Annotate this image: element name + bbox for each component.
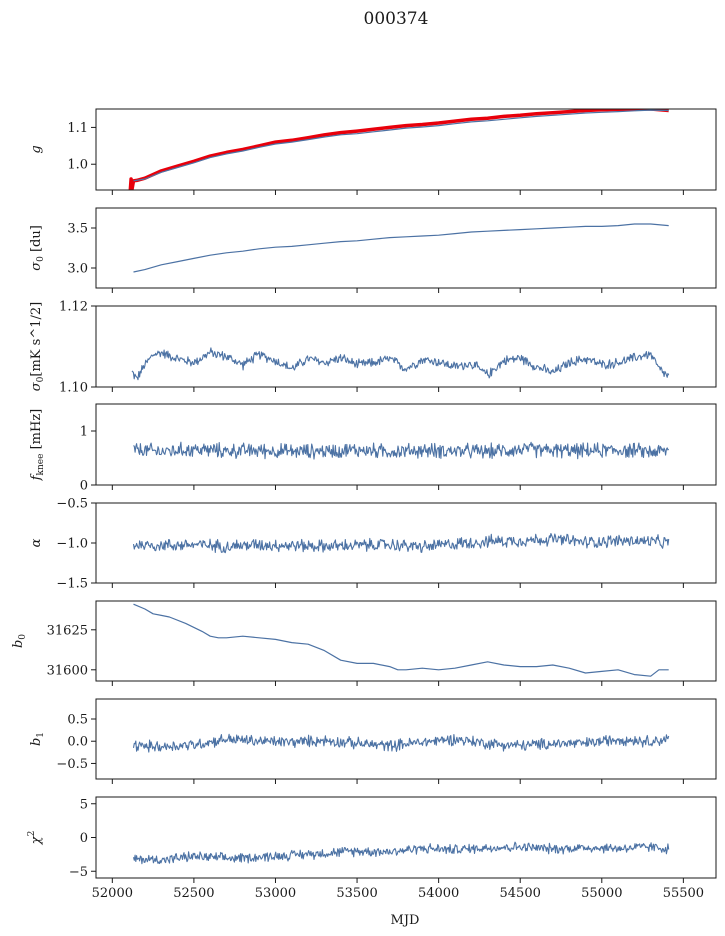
panel-5: −1.5 −1.0 −0.5 α [29, 497, 717, 592]
y-tick-label: 1.12 [59, 300, 88, 315]
x-tick-label: 53500 [336, 886, 377, 901]
y-tick-label: 0 [80, 831, 88, 846]
plot-frame [95, 207, 717, 289]
y-axis-label: fknee [mHz] [29, 409, 46, 482]
panel-5-series [132, 532, 670, 554]
y-tick-label: −0.5 [56, 497, 88, 512]
panel-6: 31600 31625 b0 [11, 600, 717, 686]
panel-6-series [133, 603, 669, 677]
x-tick-label: 55500 [663, 886, 704, 901]
panel-3-series [131, 347, 670, 381]
y-tick-label: 1.1 [67, 121, 88, 136]
y-tick-label: −1.5 [56, 577, 88, 592]
panel-1: 1.0 1.1 g [29, 108, 717, 195]
y-axis-label: χ2 [27, 831, 44, 846]
x-tick-label: 54500 [500, 886, 541, 901]
y-tick-label: −5 [69, 865, 88, 880]
y-tick-label: 0 [80, 479, 88, 494]
series-line [133, 223, 669, 273]
plot-frame [95, 305, 717, 388]
figure-title: 000374 [364, 9, 429, 29]
series-line [131, 347, 670, 381]
y-tick-label: 1.0 [67, 158, 88, 173]
x-tick-label: 52500 [173, 886, 214, 901]
y-tick-label: 31600 [47, 663, 88, 678]
y-axis-label: σ0[mK s^1/2] [29, 302, 46, 391]
panels: 1.0 1.1 g 3.0 3.5 σ0 [du] 1.10 1.12 σ0[mK s^1/2]… [11, 108, 717, 901]
series-line [132, 733, 670, 753]
y-axis-label: α [29, 538, 44, 547]
plot-frame [95, 600, 717, 682]
panel-8: −5 0 5 52000 52500 53000 53500 54000 54500 55000 5… [27, 796, 717, 901]
y-axis-label: σ0 [du] [29, 225, 46, 271]
x-axis-label: MJD [391, 913, 420, 928]
y-axis-label: b1 [29, 732, 46, 746]
y-tick-label: 3.0 [67, 262, 88, 277]
panel-7: −0.5 0.0 0.5 b1 [29, 698, 717, 784]
y-axis-label: g [29, 145, 44, 153]
panel-2: 3.0 3.5 σ0 [du] [29, 207, 717, 293]
panel-3: 1.10 1.12 σ0[mK s^1/2] [29, 300, 717, 396]
plot-frame [95, 698, 717, 780]
y-tick-label: −1.0 [56, 537, 88, 552]
x-tick-label: 55000 [581, 886, 622, 901]
x-tick-label: 54000 [418, 886, 459, 901]
series-line [133, 109, 669, 182]
y-tick-label: 31625 [47, 623, 88, 638]
series-line [133, 441, 670, 460]
y-tick-label: 0.0 [67, 735, 88, 750]
series-line [132, 532, 670, 554]
panel-4-series [133, 441, 670, 460]
plot-frame [95, 108, 717, 191]
panel-7-series [132, 733, 670, 753]
series-line [132, 841, 670, 865]
plot-frame [95, 796, 717, 879]
panel-4: 0 1 fknee [mHz] [29, 403, 717, 494]
x-tick-label: 53000 [255, 886, 296, 901]
y-axis-label: b0 [11, 634, 28, 648]
y-tick-label: 0.5 [67, 713, 88, 728]
panel-2-series [133, 223, 669, 273]
series-line [133, 603, 669, 677]
x-tick-label: 52000 [92, 886, 133, 901]
y-tick-label: 3.5 [67, 222, 88, 237]
y-tick-label: 5 [80, 797, 88, 812]
series-line [128, 109, 669, 190]
panel-8-series [132, 841, 670, 865]
y-tick-label: 1.10 [59, 381, 88, 396]
y-tick-label: 1 [80, 425, 88, 440]
plot-frame [95, 403, 717, 486]
panel-1-series [128, 109, 669, 190]
y-tick-label: −0.5 [56, 757, 88, 772]
